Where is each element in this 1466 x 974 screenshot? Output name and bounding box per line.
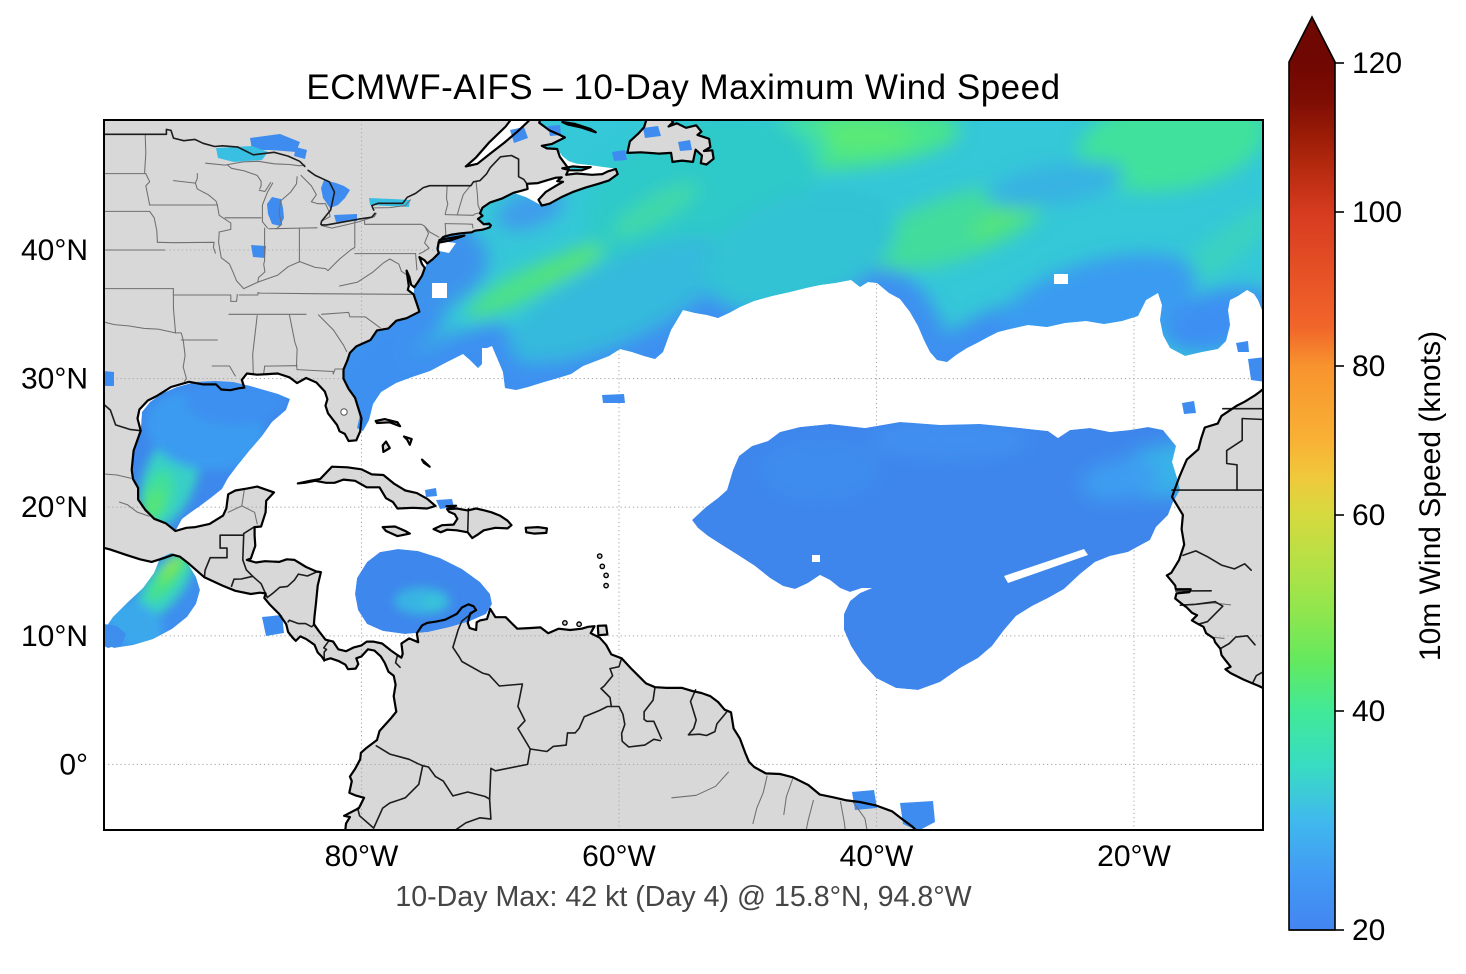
svg-text:20°N: 20°N — [21, 491, 88, 524]
svg-text:10°N: 10°N — [21, 620, 88, 653]
svg-text:60: 60 — [1352, 499, 1385, 532]
svg-text:80: 80 — [1352, 350, 1385, 383]
svg-text:80°W: 80°W — [325, 840, 399, 873]
svg-text:40: 40 — [1352, 695, 1385, 728]
svg-text:40°N: 40°N — [21, 234, 88, 267]
svg-text:10-Day Max: 42 kt (Day 4) @ 15: 10-Day Max: 42 kt (Day 4) @ 15.8°N, 94.8… — [395, 881, 971, 913]
svg-text:40°W: 40°W — [840, 840, 914, 873]
svg-text:10m Wind Speed (knots): 10m Wind Speed (knots) — [1414, 331, 1447, 661]
svg-text:0°: 0° — [59, 748, 88, 781]
svg-text:20: 20 — [1352, 914, 1385, 947]
svg-text:20°W: 20°W — [1097, 840, 1171, 873]
svg-text:ECMWF-AIFS – 10-Day Maximum Wi: ECMWF-AIFS – 10-Day Maximum Wind Speed — [306, 68, 1060, 107]
svg-text:30°N: 30°N — [21, 363, 88, 396]
svg-text:120: 120 — [1352, 47, 1402, 80]
svg-text:60°W: 60°W — [582, 840, 656, 873]
svg-text:100: 100 — [1352, 196, 1402, 229]
